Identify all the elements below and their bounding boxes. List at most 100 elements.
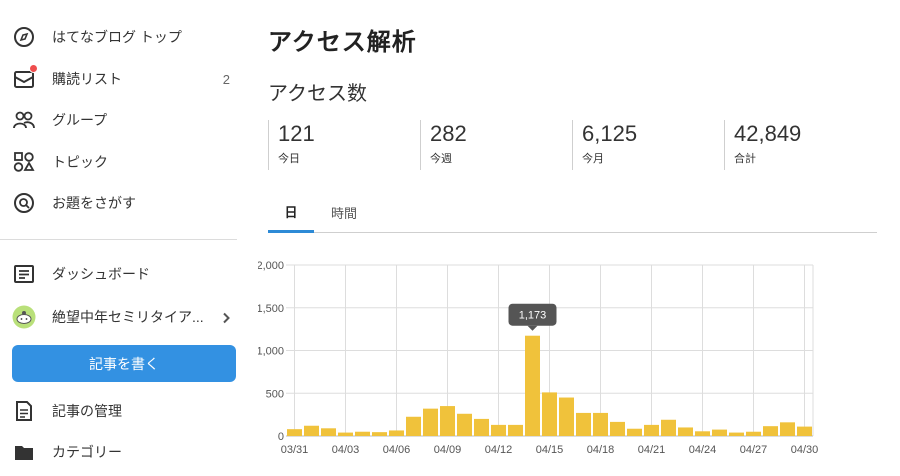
chart-bar: [661, 419, 676, 436]
chart-bar: [559, 397, 574, 436]
x-tick-label: 04/21: [638, 444, 666, 456]
chart-bar: [525, 335, 540, 436]
stat-total: 42,849 合計: [724, 120, 801, 170]
chart-bar: [372, 432, 387, 436]
chart-bar: [746, 431, 761, 436]
chart-bar: [355, 431, 370, 436]
sidebar-item-label: 絶望中年セミリタイア...: [52, 309, 204, 325]
y-axis-labels: 0 500 1,000 1,500 2,000: [258, 260, 284, 443]
sidebar-item-blog[interactable]: 絶望中年セミリタイア...: [0, 297, 246, 337]
period-tabs: 日 時間: [268, 192, 877, 233]
stat-label: 今月: [582, 153, 604, 165]
sidebar-item-subscriptions[interactable]: 購読リスト 2: [0, 59, 246, 99]
chart-bar: [695, 431, 710, 436]
chart-bar: [627, 428, 642, 436]
x-tick-label: 04/06: [383, 444, 411, 456]
chart-bar: [576, 412, 591, 436]
chart-bar: [389, 430, 404, 436]
chart-bar: [304, 425, 319, 436]
chart-bar: [610, 421, 625, 436]
x-tick-label: 04/12: [485, 444, 513, 456]
chart-bar: [406, 416, 421, 436]
tab-hour[interactable]: 時間: [330, 206, 357, 221]
chart-tooltip: 1,173: [508, 303, 557, 331]
sidebar-item-label: グループ: [52, 112, 108, 128]
x-axis-labels: 03/31 04/03 04/06 04/09 04/12 04/15 04/18 04/21…: [281, 444, 819, 456]
stat-value: 282: [430, 121, 467, 146]
y-tick-label: 2,000: [258, 260, 284, 272]
sidebar-item-label: はてなブログ トップ: [52, 29, 182, 45]
chart-bar: [542, 392, 557, 436]
sidebar-item-label: カテゴリー: [52, 444, 122, 460]
access-count-heading: アクセス数: [268, 83, 367, 105]
chart-bar: [508, 424, 523, 436]
y-tick-label: 0: [278, 431, 284, 443]
chevron-right-icon: [220, 311, 232, 324]
chart-bar: [780, 422, 795, 436]
mail-subscription-icon: [12, 64, 38, 91]
sidebar-item-category[interactable]: カテゴリー: [0, 432, 246, 472]
chart-bar: [321, 428, 336, 436]
stat-week: 282 今週: [420, 120, 467, 170]
sidebar-divider: [0, 239, 237, 240]
document-icon: [12, 399, 36, 423]
chart-bar: [338, 432, 353, 436]
tab-day[interactable]: 日: [268, 192, 314, 233]
stat-month: 6,125 今月: [572, 120, 637, 170]
sidebar-item-dashboard[interactable]: ダッシュボード: [0, 254, 246, 294]
sidebar: はてなブログ トップ 購読リスト 2 グループ トピック お題をさがす ダッシュ…: [0, 0, 246, 476]
stat-label: 今週: [430, 153, 452, 165]
chart-bar: [797, 426, 812, 436]
blog-avatar-icon: [12, 305, 36, 329]
x-tick-label: 04/09: [434, 444, 462, 456]
tooltip-box: [508, 303, 557, 326]
write-article-button[interactable]: 記事を書く: [12, 345, 236, 382]
chart-bar: [763, 426, 778, 436]
y-tick-label: 1,000: [258, 346, 284, 358]
notification-badge: [29, 64, 38, 73]
page-title: アクセス解析: [268, 29, 417, 56]
tooltip-value: 1,173: [519, 310, 547, 322]
chart-bar: [440, 406, 455, 436]
sidebar-item-find-theme[interactable]: お題をさがす: [0, 183, 246, 223]
x-tick-label: 04/27: [740, 444, 768, 456]
sidebar-item-hatena-top[interactable]: はてなブログ トップ: [0, 17, 246, 57]
sidebar-item-label: トピック: [52, 154, 108, 170]
stat-label: 合計: [734, 153, 756, 165]
chart-bar: [423, 408, 438, 436]
sidebar-item-label: 購読リスト: [52, 71, 122, 87]
chart-bar: [474, 418, 489, 436]
sidebar-item-label: 記事の管理: [52, 403, 122, 419]
stat-value: 121: [278, 121, 315, 146]
y-tick-label: 1,500: [258, 303, 284, 315]
compass-icon: [12, 25, 36, 49]
stat-label: 今日: [278, 153, 300, 165]
y-tick-label: 500: [266, 388, 284, 400]
theme-search-icon: [12, 191, 36, 215]
chart-bar: [593, 412, 608, 436]
dashboard-icon: [12, 262, 36, 286]
sidebar-item-label: お題をさがす: [52, 195, 136, 211]
x-tick-label: 04/15: [536, 444, 564, 456]
x-tick-label: 04/18: [587, 444, 615, 456]
sidebar-item-groups[interactable]: グループ: [0, 100, 246, 140]
stat-value: 6,125: [582, 121, 638, 146]
stat-value: 42,849: [734, 121, 802, 146]
chart-bar: [712, 429, 727, 436]
chart-bar: [287, 429, 302, 436]
x-tick-label: 03/31: [281, 444, 309, 456]
x-tick-label: 04/30: [791, 444, 819, 456]
sidebar-item-topics[interactable]: トピック: [0, 142, 246, 182]
sidebar-item-article-manage[interactable]: 記事の管理: [0, 391, 246, 431]
x-tick-label: 04/24: [689, 444, 717, 456]
stat-today: 121 今日: [268, 120, 315, 170]
folder-icon: [12, 440, 36, 464]
sidebar-item-label: ダッシュボード: [52, 266, 150, 282]
chart-bar: [644, 424, 659, 436]
chart-bars: [287, 335, 812, 436]
tooltip-arrow: [527, 325, 538, 331]
topic-icon: [12, 150, 36, 174]
chart-bar: [491, 424, 506, 436]
chart-bar: [729, 432, 744, 436]
group-icon: [12, 108, 36, 132]
